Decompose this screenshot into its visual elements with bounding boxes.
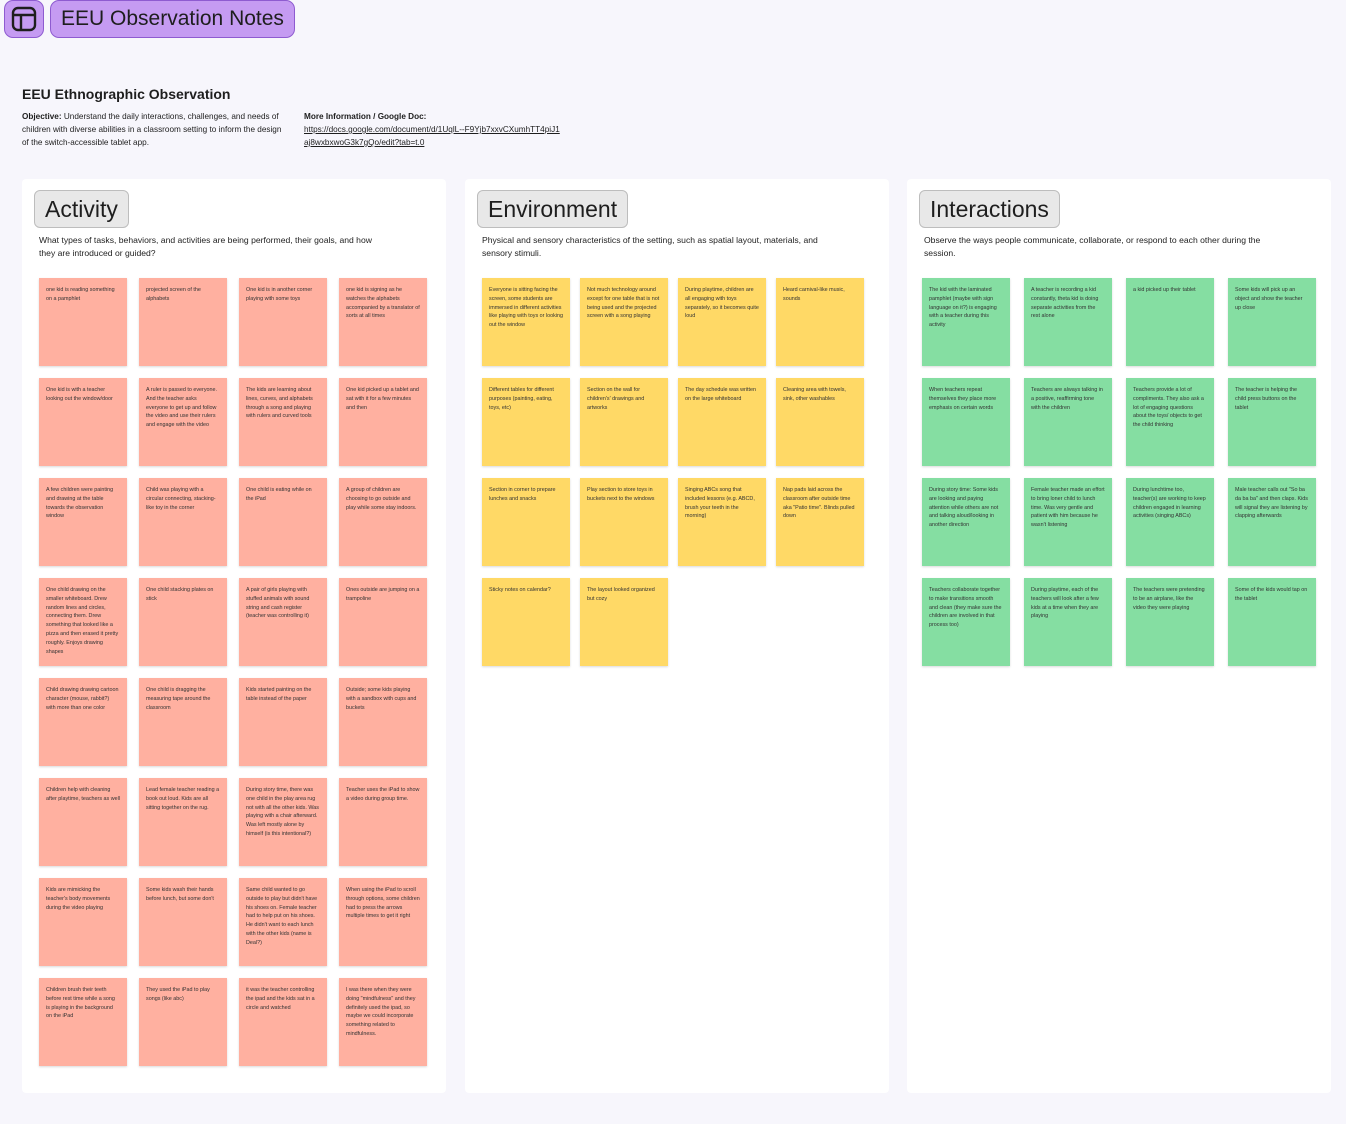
sticky-note[interactable]: Teachers collaborate together to make tr… <box>922 578 1010 666</box>
section-title[interactable]: Activity <box>34 190 129 228</box>
sticky-note[interactable]: Ones outside are jumping on a trampoline <box>339 578 427 666</box>
sticky-note[interactable]: a kid picked up their tablet <box>1126 278 1214 366</box>
more-info-label: More Information / Google Doc: <box>304 112 427 121</box>
sticky-note[interactable]: Section on the wall for children's' draw… <box>580 378 668 466</box>
top-bar: EEU Observation Notes <box>4 0 295 40</box>
doc-title: EEU Ethnographic Observation <box>22 86 231 102</box>
more-info: More Information / Google Doc: https://d… <box>304 110 564 149</box>
sticky-note[interactable]: Singing ABCs song that included lessons … <box>678 478 766 566</box>
sticky-note[interactable]: One kid is in another corner playing wit… <box>239 278 327 366</box>
section-activity: Activity What types of tasks, behaviors,… <box>22 179 446 1093</box>
sticky-note[interactable]: Teacher uses the iPad to show a video du… <box>339 778 427 866</box>
sticky-note[interactable]: Outside; some kids playing with a sandbo… <box>339 678 427 766</box>
section-description: Observe the ways people communicate, col… <box>924 235 1261 258</box>
sticky-note[interactable]: Kids are mimicking the teacher's body mo… <box>39 878 127 966</box>
sticky-note[interactable]: One kid is with a teacher looking out th… <box>39 378 127 466</box>
sticky-note[interactable]: Lead female teacher reading a book out l… <box>139 778 227 866</box>
sticky-note[interactable]: The teachers were pretending to be an ai… <box>1126 578 1214 666</box>
section-environment: Environment Physical and sensory charact… <box>465 179 889 1093</box>
sticky-note[interactable]: Play section to store toys in buckets ne… <box>580 478 668 566</box>
sticky-note[interactable]: Everyone is sitting facing the screen, s… <box>482 278 570 366</box>
objective-body: Understand the daily interactions, chall… <box>22 112 282 147</box>
sticky-note[interactable]: Some of the kids would tap on the tablet <box>1228 578 1316 666</box>
sticky-note[interactable]: One kid picked up a tablet and sat with … <box>339 378 427 466</box>
sticky-note[interactable]: Heard carnival-like music, sounds <box>776 278 864 366</box>
layout-icon <box>11 6 37 32</box>
sticky-note[interactable]: During story time: Some kids are looking… <box>922 478 1010 566</box>
sticky-note[interactable]: Teachers are always talking in a positiv… <box>1024 378 1112 466</box>
sticky-note[interactable]: Kids started painting on the table inste… <box>239 678 327 766</box>
sticky-note[interactable]: Section in corner to prepare lunches and… <box>482 478 570 566</box>
sticky-note[interactable]: A teacher is recording a kid constantly,… <box>1024 278 1112 366</box>
sticky-note[interactable]: Child drawing drawing cartoon character … <box>39 678 127 766</box>
sticky-note[interactable]: During playtime, each of the teachers wi… <box>1024 578 1112 666</box>
sticky-note[interactable]: Nap pads laid across the classroom after… <box>776 478 864 566</box>
sticky-note[interactable]: I was there when they were doing "mindfu… <box>339 978 427 1066</box>
sticky-note[interactable]: Same child wanted to go outside to play … <box>239 878 327 966</box>
sticky-note[interactable]: projected screen of the alphabets <box>139 278 227 366</box>
sticky-note[interactable]: Not much technology around except for on… <box>580 278 668 366</box>
sticky-note[interactable]: During lunchtime too, teacher(s) are wor… <box>1126 478 1214 566</box>
sticky-note[interactable]: one kid is signing as he watches the alp… <box>339 278 427 366</box>
sticky-note[interactable]: it was the teacher controlling the ipad … <box>239 978 327 1066</box>
sticky-note[interactable]: one kid is reading something on a pamphl… <box>39 278 127 366</box>
sticky-note[interactable]: One child is dragging the measuring tape… <box>139 678 227 766</box>
sticky-note[interactable]: Teachers provide a lot of compliments. T… <box>1126 378 1214 466</box>
sticky-note[interactable]: Female teacher made an effort to bring l… <box>1024 478 1112 566</box>
sticky-note[interactable]: Different tables for different purposes … <box>482 378 570 466</box>
sticky-note[interactable]: Children help with cleaning after playti… <box>39 778 127 866</box>
sticky-note[interactable]: Some kids will pick up an object and sho… <box>1228 278 1316 366</box>
sticky-note[interactable]: Sticky notes on calendar? <box>482 578 570 666</box>
board-title[interactable]: EEU Observation Notes <box>50 0 295 38</box>
sticky-note[interactable]: A pair of girls playing with stuffed ani… <box>239 578 327 666</box>
sticky-note[interactable]: Children brush their teeth before rest t… <box>39 978 127 1066</box>
objective-label: Objective: <box>22 112 62 121</box>
section-interactions: Interactions Observe the ways people com… <box>907 179 1331 1093</box>
sticky-note[interactable]: One child stacking plates on stick <box>139 578 227 666</box>
section-title[interactable]: Interactions <box>919 190 1060 228</box>
sticky-note[interactable]: Male teacher calls out "So ba da ba ba" … <box>1228 478 1316 566</box>
section-title[interactable]: Environment <box>477 190 629 228</box>
sticky-note[interactable]: When teachers repeat themselves they pla… <box>922 378 1010 466</box>
sticky-note[interactable]: One child is eating while on the iPad <box>239 478 327 566</box>
sticky-note[interactable]: The kid with the laminated pamphlet (may… <box>922 278 1010 366</box>
sticky-note[interactable]: The kids are learning about lines, curve… <box>239 378 327 466</box>
board-menu-button[interactable] <box>4 0 44 38</box>
section-description: What types of tasks, behaviors, and acti… <box>39 235 372 258</box>
sticky-note[interactable]: One child drawing on the smaller whitebo… <box>39 578 127 666</box>
sticky-note[interactable]: The teacher is helping the child press b… <box>1228 378 1316 466</box>
sticky-note[interactable]: During playtime, children are all engagi… <box>678 278 766 366</box>
section-description: Physical and sensory characteristics of … <box>482 235 818 258</box>
google-doc-link[interactable]: https://docs.google.com/document/d/1UqlL… <box>304 125 560 147</box>
sticky-note[interactable]: Child was playing with a circular connec… <box>139 478 227 566</box>
sticky-note[interactable]: A ruler is passed to everyone. And the t… <box>139 378 227 466</box>
sticky-note[interactable]: Some kids wash their hands before lunch,… <box>139 878 227 966</box>
objective-text: Objective: Understand the daily interact… <box>22 110 284 149</box>
sticky-note[interactable]: They used the iPad to play songs (like a… <box>139 978 227 1066</box>
sticky-note[interactable]: A group of children are choosing to go o… <box>339 478 427 566</box>
sticky-note[interactable]: A few children were painting and drawing… <box>39 478 127 566</box>
sticky-note[interactable]: Cleaning area with towels, sink, other w… <box>776 378 864 466</box>
sticky-note[interactable]: During story time, there was one child i… <box>239 778 327 866</box>
sticky-note[interactable]: The day schedule was written on the larg… <box>678 378 766 466</box>
sticky-note[interactable]: The layout looked organized but cozy <box>580 578 668 666</box>
sticky-note[interactable]: When using the iPad to scroll through op… <box>339 878 427 966</box>
